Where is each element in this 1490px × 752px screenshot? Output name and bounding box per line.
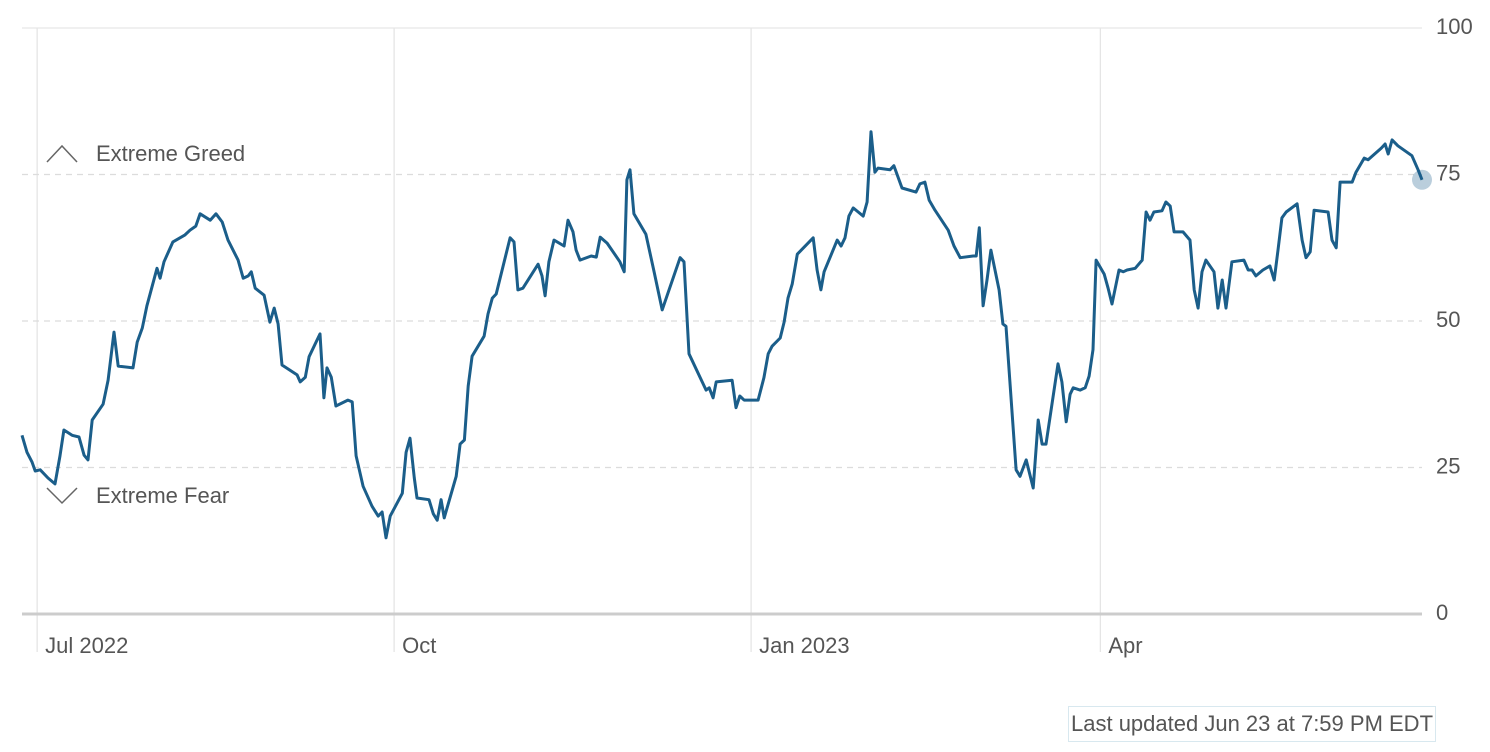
x-tick-label: Jan 2023: [759, 633, 850, 658]
last-updated: Last updated Jun 23 at 7:59 PM EDT: [1068, 706, 1437, 742]
y-tick-label: 100: [1436, 14, 1473, 39]
y-tick-label: 0: [1436, 600, 1448, 625]
annotation: Extreme Greed: [96, 141, 245, 166]
last-point: [1412, 169, 1432, 190]
y-tick-label: 25: [1436, 453, 1460, 478]
extreme-greed-marker: Extreme Greed: [46, 141, 245, 166]
y-tick-label: 50: [1436, 307, 1460, 332]
annotation: Extreme Fear: [96, 483, 229, 508]
x-tick-label: Oct: [402, 633, 436, 658]
y-tick-label: 75: [1436, 160, 1460, 185]
data-line: [20, 130, 1424, 540]
down-chevron: [46, 487, 78, 505]
x-tick-label: Jul 2022: [45, 633, 128, 658]
extreme-fear-marker: Extreme Fear: [46, 483, 229, 508]
x-tick-label: Apr: [1108, 633, 1142, 658]
plot: Jul 2022 Oct Jan 2023 Apr 0 25 50 75 100: [20, 14, 1473, 658]
chart: Jul 2022 Oct Jan 2023 Apr 0 25 50 75 100 Extreme…: [20, 14, 1473, 658]
up-chevron: [46, 144, 78, 163]
